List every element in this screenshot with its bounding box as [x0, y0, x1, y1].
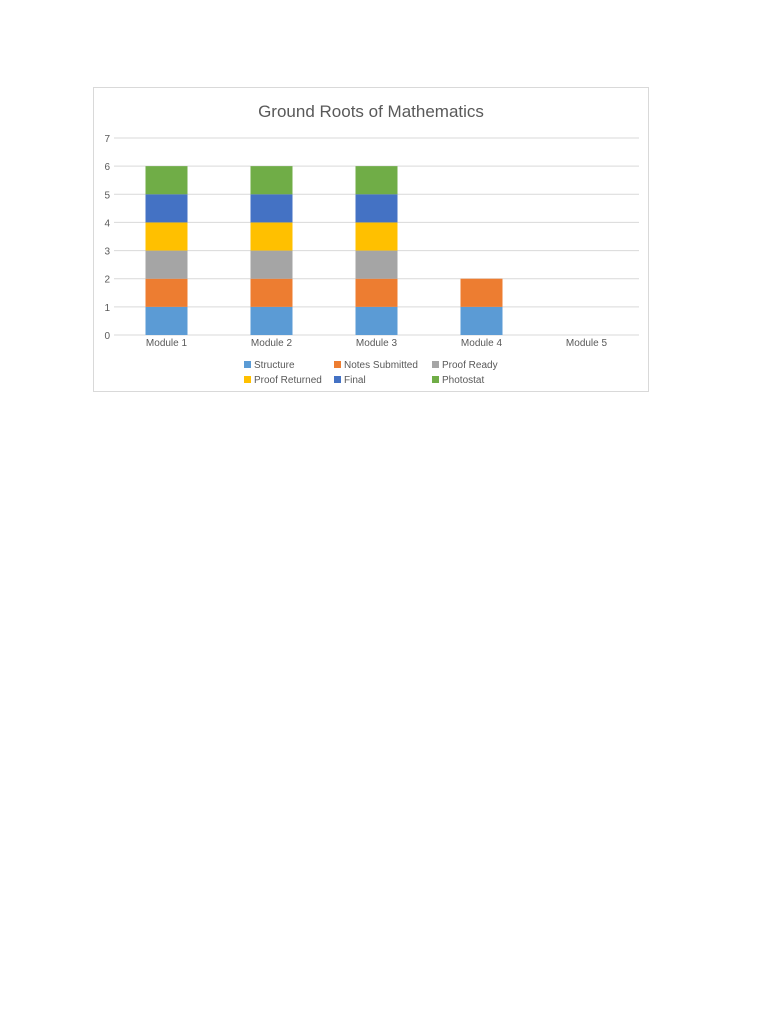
y-tick-label: 6 [104, 162, 110, 173]
bar-segment [145, 166, 188, 195]
legend-label: Proof Returned [254, 375, 322, 386]
bar-segment [355, 306, 398, 335]
y-tick-label: 0 [104, 331, 110, 342]
y-tick-label: 3 [104, 247, 110, 258]
bar-segment [250, 306, 293, 335]
bar-segment [460, 306, 503, 335]
bar-segment [145, 250, 188, 279]
bar-segment [145, 306, 188, 335]
y-axis-tick-labels: 0 1 2 3 4 5 6 7 [104, 134, 110, 342]
bar-segment [250, 166, 293, 195]
bar-segment [355, 222, 398, 251]
bar-segment [145, 194, 188, 223]
legend-swatch [432, 361, 439, 368]
y-tick-label: 7 [104, 134, 110, 145]
legend: Structure Notes Submitted Proof Ready Proof… [244, 360, 498, 386]
x-tick-label: Module 1 [146, 338, 188, 349]
bars [145, 166, 503, 335]
x-tick-label: Module 2 [251, 338, 293, 349]
bar-segment [355, 194, 398, 223]
legend-label: Structure [254, 360, 295, 371]
legend-swatch [244, 376, 251, 383]
x-axis-tick-labels: Module 1 Module 2 Module 3 Module 4 Module 5 [146, 338, 608, 349]
bar-segment [145, 222, 188, 251]
legend-label: Photostat [442, 375, 484, 386]
bar-segment [250, 194, 293, 223]
bar-segment [250, 250, 293, 279]
legend-swatch [334, 361, 341, 368]
legend-label: Proof Ready [442, 360, 498, 371]
bar-segment [355, 166, 398, 195]
legend-label: Final [344, 375, 366, 386]
y-tick-label: 5 [104, 190, 110, 201]
x-tick-label: Module 4 [461, 338, 503, 349]
bar-segment [355, 250, 398, 279]
y-tick-label: 4 [104, 218, 110, 229]
bar-segment [460, 278, 503, 307]
y-tick-label: 1 [104, 303, 110, 314]
legend-swatch [432, 376, 439, 383]
bar-segment [145, 278, 188, 307]
bar-segment [355, 278, 398, 307]
stacked-bar-chart: Ground Roots of Mathematics 0 1 2 3 4 5 6 7 Mod… [104, 102, 639, 386]
y-tick-label: 2 [104, 275, 110, 286]
chart-title: Ground Roots of Mathematics [258, 102, 484, 121]
x-tick-label: Module 5 [566, 338, 608, 349]
chart-frame: Ground Roots of Mathematics 0 1 2 3 4 5 6 7 Mod… [93, 87, 649, 392]
legend-label: Notes Submitted [344, 360, 418, 371]
bar-segment [250, 278, 293, 307]
bar-segment [250, 222, 293, 251]
legend-swatch [244, 361, 251, 368]
legend-swatch [334, 376, 341, 383]
x-tick-label: Module 3 [356, 338, 398, 349]
